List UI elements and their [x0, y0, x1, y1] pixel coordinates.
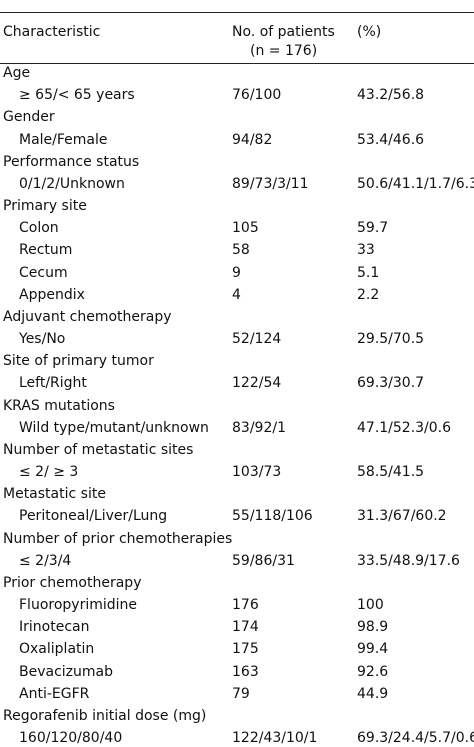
group-label: Site of primary tumor — [3, 353, 154, 370]
percent-cell: 2.2 — [357, 286, 380, 303]
count-cell: 175 — [232, 641, 259, 658]
group-label: Gender — [3, 109, 55, 126]
percent-cell: 33.5/48.9/17.6 — [357, 552, 460, 569]
count-cell: 76/100 — [232, 87, 282, 104]
percent-cell: 47.1/52.3/0.6 — [357, 419, 452, 436]
row-label: Oxaliplatin — [19, 641, 95, 658]
count-cell: 174 — [232, 619, 259, 636]
row-label: Yes/No — [19, 331, 66, 348]
percent-cell: 53.4/46.6 — [357, 131, 425, 148]
group-label: Age — [3, 65, 31, 81]
header-cell: No. of patients — [232, 24, 335, 40]
row-label: Appendix — [19, 286, 85, 303]
row-label: Male/Female — [19, 131, 108, 148]
row-label: Colon — [19, 220, 59, 237]
count-cell: 9 — [232, 264, 241, 281]
count-cell: 105 — [232, 220, 259, 237]
row-label: 0/1/2/Unknown — [19, 175, 125, 192]
percent-cell: 59.7 — [357, 220, 389, 237]
header-cell: Characteristic — [3, 24, 101, 40]
row-label: ≤ 2/3/4 — [19, 552, 72, 569]
percent-cell: 33 — [357, 242, 375, 259]
group-label: Adjuvant chemotherapy — [3, 308, 172, 325]
percent-cell: 31.3/67/60.2 — [357, 508, 447, 525]
row-label: Fluoropyrimidine — [19, 597, 138, 614]
count-cell: 176 — [232, 597, 259, 614]
row-label: Cecum — [19, 264, 68, 281]
row-label: Bevacizumab — [19, 663, 113, 680]
row-label: Peritoneal/Liver/Lung — [19, 508, 168, 525]
percent-cell: 5.1 — [357, 264, 380, 281]
group-label: Metastatic site — [3, 486, 106, 503]
count-cell: 103/73 — [232, 464, 282, 481]
count-cell: 89/73/3/11 — [232, 175, 309, 192]
count-cell: 55/118/106 — [232, 508, 313, 525]
count-cell: 58 — [232, 242, 250, 259]
group-label: Regorafenib initial dose (mg) — [3, 707, 207, 724]
row-label: ≥ 65/< 65 years — [19, 87, 135, 104]
group-label: Number of metastatic sites — [3, 441, 194, 458]
percent-cell: 58.5/41.5 — [357, 464, 425, 481]
group-label: KRAS mutations — [3, 397, 115, 414]
count-cell: 79 — [232, 685, 250, 702]
header-rule — [0, 63, 474, 64]
percent-cell: 69.3/24.4/5.7/0.6 — [357, 730, 474, 747]
group-label: Performance status — [3, 153, 140, 170]
percent-cell: 43.2/56.8 — [357, 87, 425, 104]
group-label: Prior chemotherapy — [3, 574, 142, 591]
row-label: 160/120/80/40 — [19, 730, 123, 747]
percent-cell: 98.9 — [357, 619, 389, 636]
row-label: Anti-EGFR — [19, 685, 90, 702]
group-label: Number of prior chemotherapies — [3, 530, 233, 547]
count-cell: 94/82 — [232, 131, 273, 148]
count-cell: 4 — [232, 286, 241, 303]
header-cell: (n = 176) — [250, 43, 318, 59]
percent-cell: 44.9 — [357, 685, 389, 702]
row-label: Left/Right — [19, 375, 87, 392]
percent-cell: 99.4 — [357, 641, 389, 658]
count-cell: 163 — [232, 663, 259, 680]
header-cell: (%) — [357, 24, 382, 40]
row-label: Irinotecan — [19, 619, 90, 636]
count-cell: 122/54 — [232, 375, 282, 392]
group-label: Primary site — [3, 198, 87, 215]
row-label: Rectum — [19, 242, 73, 259]
row-label: ≤ 2/ ≥ 3 — [19, 464, 79, 481]
percent-cell: 69.3/30.7 — [357, 375, 425, 392]
row-label: Wild type/mutant/unknown — [19, 419, 209, 436]
top-rule — [0, 12, 474, 13]
percent-cell: 92.6 — [357, 663, 389, 680]
percent-cell: 29.5/70.5 — [357, 331, 425, 348]
count-cell: 52/124 — [232, 331, 282, 348]
count-cell: 83/92/1 — [232, 419, 286, 436]
count-cell: 122/43/10/1 — [232, 730, 318, 747]
percent-cell: 100 — [357, 597, 384, 614]
count-cell: 59/86/31 — [232, 552, 295, 569]
percent-cell: 50.6/41.1/1.7/6.3 — [357, 175, 474, 192]
